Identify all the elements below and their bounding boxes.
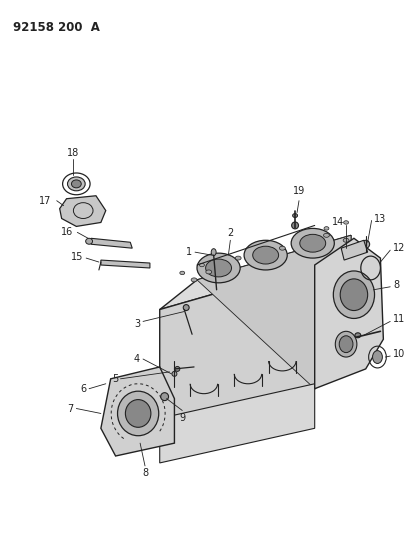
Ellipse shape [85, 238, 92, 244]
Polygon shape [315, 236, 351, 389]
Ellipse shape [339, 336, 353, 353]
Polygon shape [101, 367, 174, 456]
Text: 4: 4 [134, 354, 140, 364]
Polygon shape [160, 265, 315, 429]
Ellipse shape [125, 400, 151, 427]
Polygon shape [160, 384, 315, 463]
Ellipse shape [292, 222, 298, 229]
Ellipse shape [362, 240, 369, 248]
Ellipse shape [344, 221, 349, 224]
Text: 16: 16 [61, 228, 74, 237]
Polygon shape [60, 196, 106, 227]
Text: 11: 11 [393, 314, 405, 325]
Ellipse shape [118, 391, 159, 435]
Ellipse shape [199, 263, 204, 266]
Text: 5: 5 [112, 374, 118, 384]
Ellipse shape [72, 180, 81, 188]
Text: 2: 2 [227, 228, 233, 238]
Text: 1: 1 [186, 247, 192, 257]
Ellipse shape [300, 235, 326, 252]
Polygon shape [160, 236, 351, 310]
Ellipse shape [373, 351, 382, 364]
Text: 15: 15 [71, 252, 83, 262]
Text: 92158 200  A: 92158 200 A [13, 21, 99, 34]
Text: 7: 7 [67, 403, 74, 414]
Text: 19: 19 [293, 185, 305, 196]
Polygon shape [341, 240, 368, 260]
Ellipse shape [191, 278, 197, 282]
Ellipse shape [333, 271, 374, 318]
Ellipse shape [355, 333, 361, 338]
Text: 12: 12 [393, 243, 406, 253]
Ellipse shape [253, 246, 279, 264]
Text: 3: 3 [134, 319, 140, 329]
Ellipse shape [343, 238, 349, 243]
Polygon shape [315, 238, 383, 389]
Ellipse shape [333, 258, 339, 262]
Text: 6: 6 [80, 384, 86, 394]
Ellipse shape [161, 393, 169, 401]
Ellipse shape [244, 240, 287, 270]
Ellipse shape [197, 253, 240, 283]
Text: 9: 9 [179, 414, 185, 423]
Text: 14: 14 [332, 217, 344, 228]
Ellipse shape [324, 227, 329, 230]
Text: 10: 10 [393, 349, 405, 359]
Ellipse shape [291, 229, 334, 258]
Ellipse shape [67, 177, 85, 191]
Polygon shape [197, 236, 351, 389]
Ellipse shape [235, 256, 241, 260]
Polygon shape [91, 238, 132, 248]
Text: 18: 18 [67, 148, 79, 158]
Ellipse shape [323, 233, 329, 237]
Ellipse shape [172, 372, 177, 376]
Ellipse shape [335, 332, 357, 357]
Ellipse shape [293, 214, 298, 217]
Text: 13: 13 [374, 214, 386, 223]
Text: 17: 17 [39, 196, 52, 206]
Ellipse shape [211, 249, 216, 256]
Ellipse shape [340, 279, 368, 311]
Ellipse shape [180, 271, 185, 274]
Text: 8: 8 [142, 468, 148, 478]
Ellipse shape [175, 367, 180, 372]
Ellipse shape [183, 304, 189, 311]
Ellipse shape [279, 246, 285, 250]
Polygon shape [101, 260, 150, 268]
Text: 8: 8 [393, 280, 399, 290]
Ellipse shape [206, 270, 212, 274]
Ellipse shape [206, 259, 231, 277]
